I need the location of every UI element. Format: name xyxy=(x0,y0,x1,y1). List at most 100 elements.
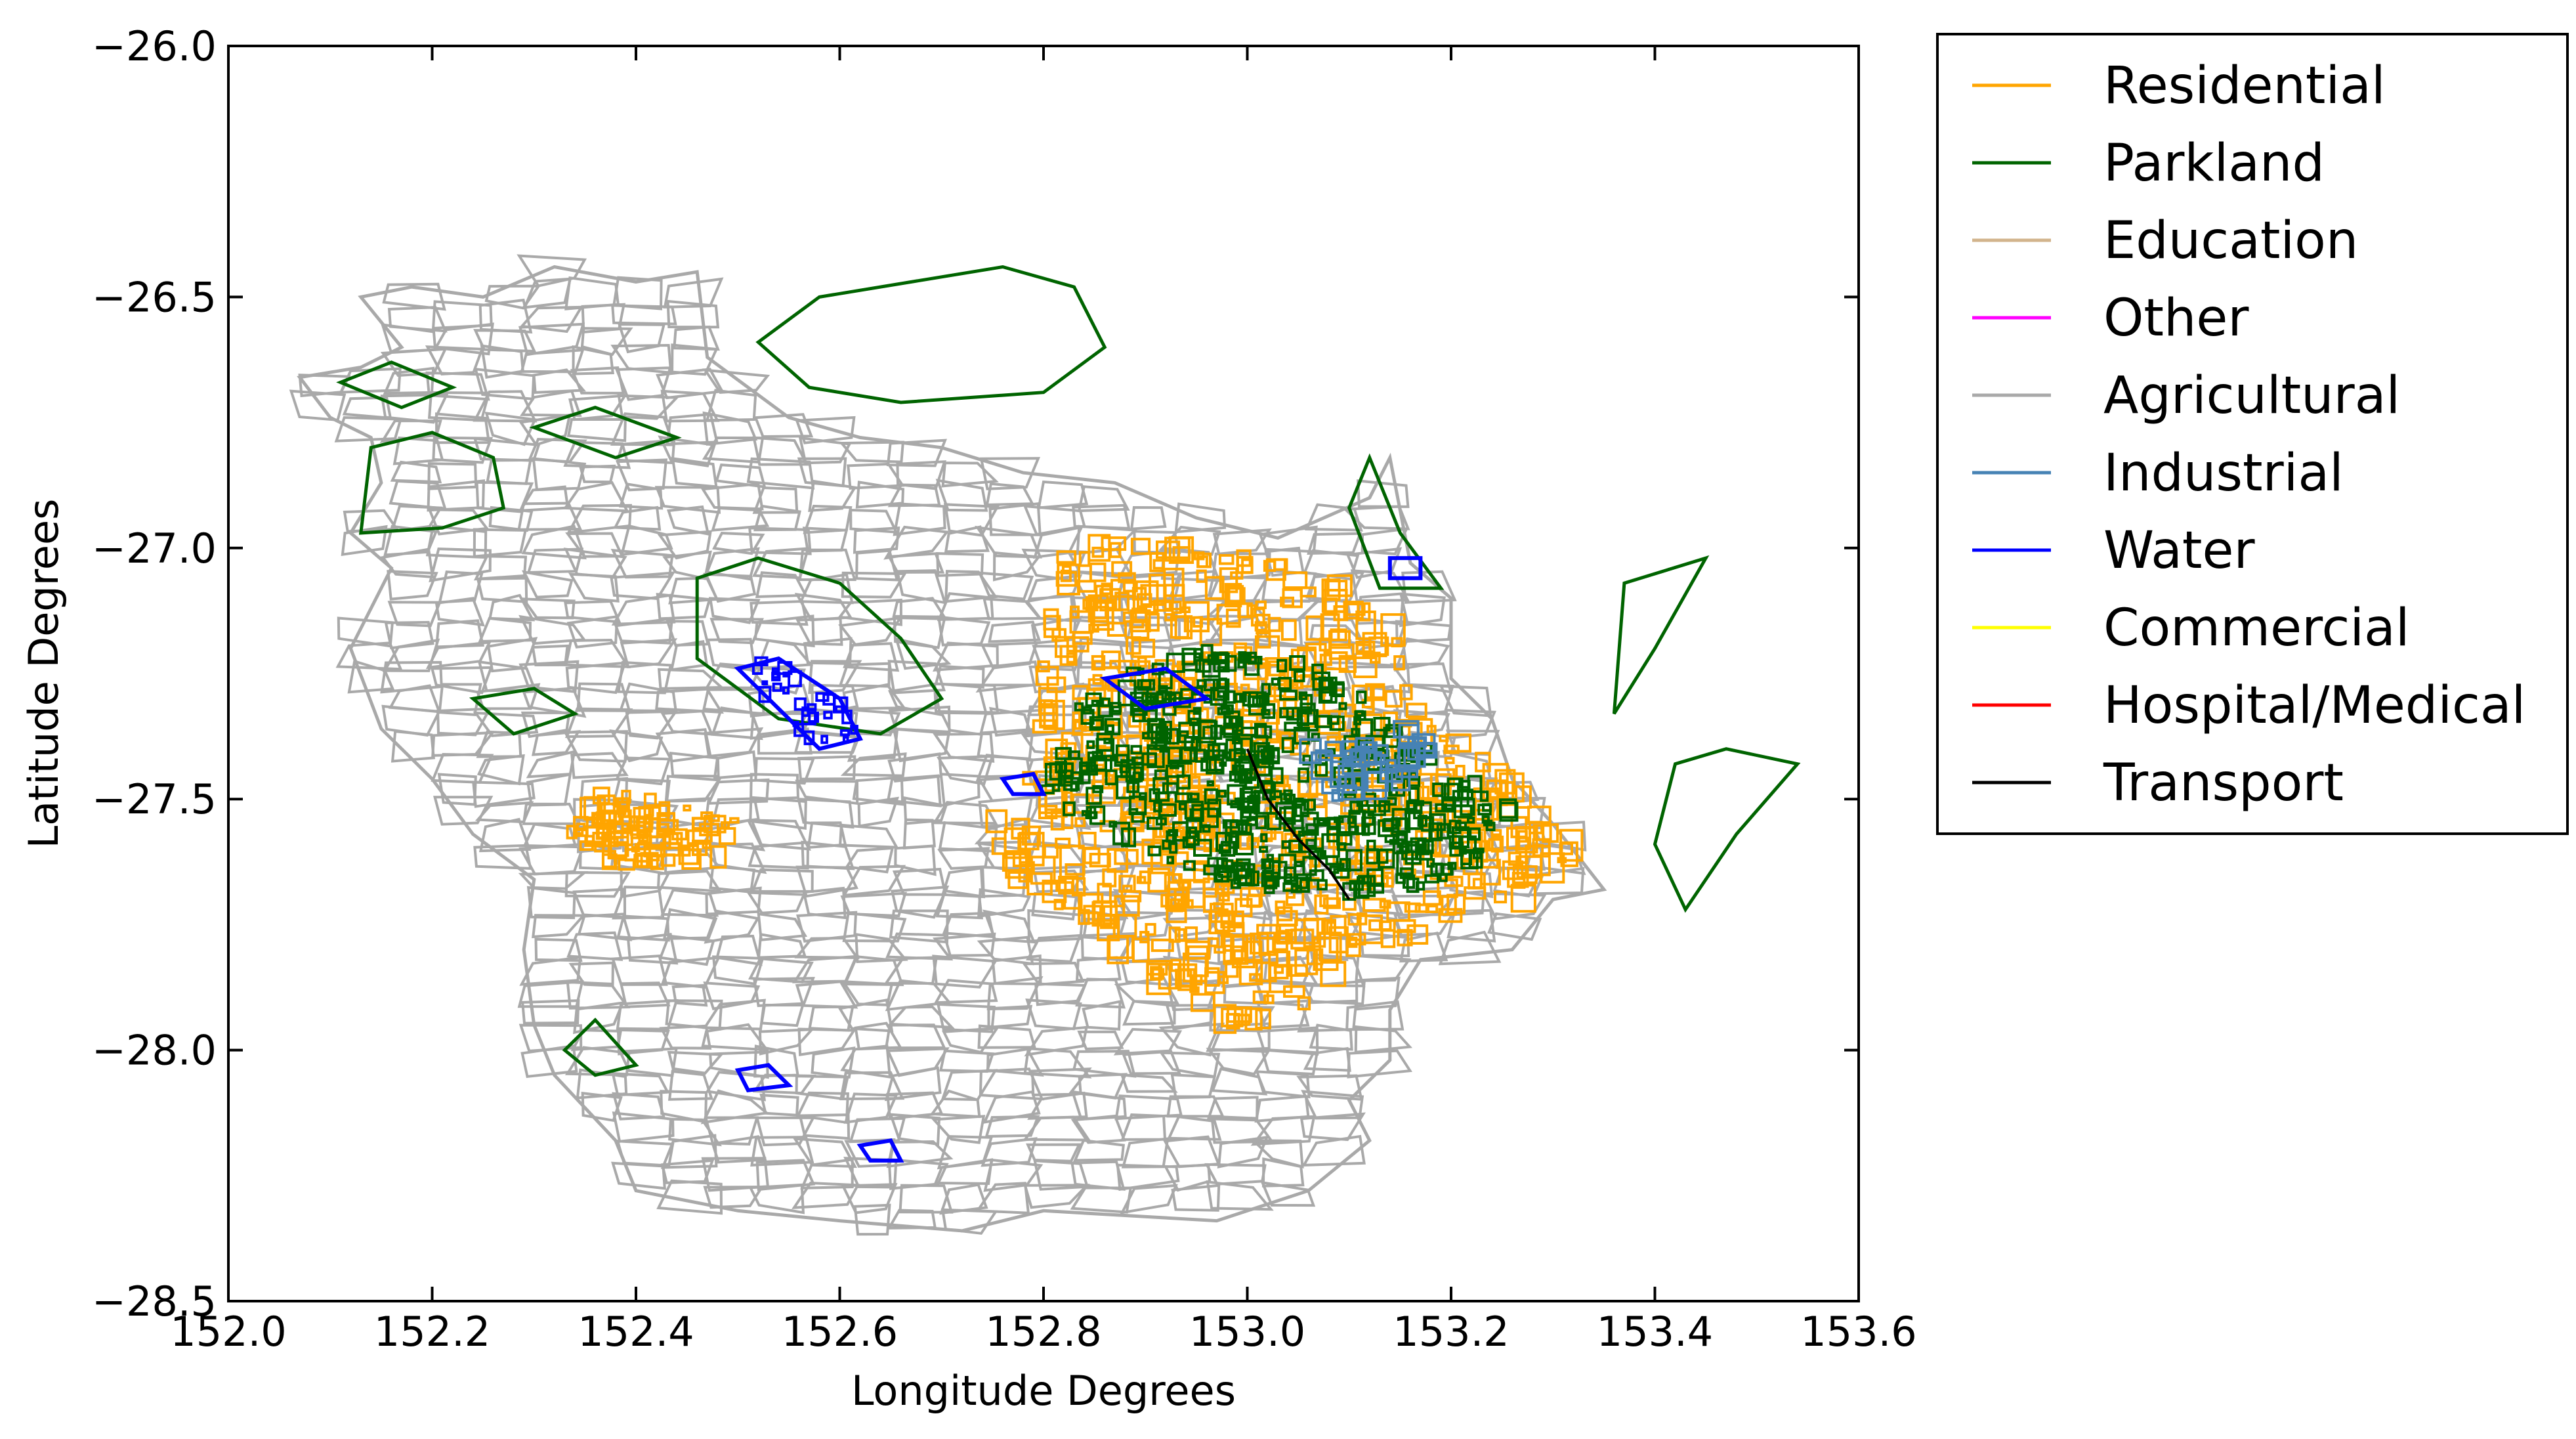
agricultural-parcel xyxy=(614,756,671,786)
legend-entry-label: Agricultural xyxy=(2103,366,2400,425)
water-parcel xyxy=(751,663,763,676)
parkland-parcel xyxy=(1499,798,1517,819)
industrial-parcel xyxy=(1373,754,1386,765)
residential-parcel xyxy=(1145,923,1156,936)
parkland-parcel xyxy=(1299,878,1311,893)
agricultural-parcel xyxy=(476,754,525,786)
residential-parcel xyxy=(683,804,692,812)
agricultural-parcel xyxy=(611,954,668,986)
agricultural-outline xyxy=(297,265,1607,1233)
parkland-parcel xyxy=(1217,666,1226,672)
agricultural-parcel xyxy=(705,547,760,581)
y-tick-label: −28.5 xyxy=(92,1278,217,1325)
parkland-parcel xyxy=(1233,868,1253,885)
residential-parcel xyxy=(1213,902,1223,910)
agricultural-parcel xyxy=(671,457,718,488)
residential-parcel xyxy=(1512,865,1538,884)
agricultural-parcel xyxy=(1077,1030,1124,1050)
parkland-parcel xyxy=(1055,746,1072,760)
water-region xyxy=(734,656,863,752)
agricultural-parcel xyxy=(811,1046,856,1079)
parkland-parcel xyxy=(1417,815,1428,827)
agricultural-parcel xyxy=(1070,1090,1127,1121)
parkland-parcel xyxy=(1179,730,1189,737)
residential-parcel xyxy=(1506,827,1532,850)
agricultural-parcel xyxy=(855,481,905,509)
agricultural-parcel xyxy=(1166,1095,1225,1118)
parkland-parcel xyxy=(1244,656,1260,676)
parkland-parcel xyxy=(1207,798,1221,818)
residential-parcel xyxy=(1136,876,1147,884)
x-tick-label: 153.0 xyxy=(1189,1308,1306,1356)
map-regions xyxy=(289,254,1801,1236)
agricultural-parcel xyxy=(750,868,814,893)
agricultural-parcel xyxy=(1174,502,1227,534)
parkland-parcel xyxy=(1185,831,1200,846)
agricultural-parcel xyxy=(1206,1180,1274,1211)
agricultural-parcel xyxy=(427,479,486,512)
water-parcel xyxy=(823,710,833,720)
agricultural-parcel xyxy=(619,981,671,1008)
agricultural-parcel xyxy=(853,526,900,554)
agricultural-parcel xyxy=(520,597,576,620)
agricultural-parcel xyxy=(885,979,952,1012)
residential-parcel xyxy=(566,825,578,840)
agricultural-parcel xyxy=(289,389,347,422)
agricultural-parcel xyxy=(975,660,1040,693)
industrial-parcel xyxy=(1393,720,1420,739)
agricultural-parcel xyxy=(478,298,533,334)
residential-parcel xyxy=(1330,914,1347,937)
agricultural-parcel xyxy=(388,684,441,714)
parkland-parcel xyxy=(1413,801,1432,819)
agricultural-parcel xyxy=(437,773,477,806)
agricultural-parcel xyxy=(612,276,663,311)
residential-parcel xyxy=(597,794,616,813)
agricultural-parcel xyxy=(1401,570,1457,604)
agricultural-parcel xyxy=(890,885,950,919)
agricultural-parcel xyxy=(989,706,1032,737)
residential-parcel xyxy=(1196,569,1207,583)
residential-parcel xyxy=(1319,653,1332,666)
y-tick-label: −27.0 xyxy=(92,525,217,572)
agricultural-parcel xyxy=(669,640,709,672)
water-parcel xyxy=(815,692,830,702)
agricultural-parcel xyxy=(576,1068,628,1100)
industrial-parcel xyxy=(1355,737,1375,748)
agricultural-parcel xyxy=(705,886,762,916)
agricultural-parcel xyxy=(1345,1000,1404,1031)
residential-parcel xyxy=(1328,643,1355,660)
agricultural-parcel xyxy=(702,368,771,394)
agricultural-parcel xyxy=(1260,1180,1316,1207)
residential-parcel xyxy=(985,809,1008,834)
residential-parcel xyxy=(1171,601,1182,614)
agricultural-parcel xyxy=(808,660,862,695)
parkland-region xyxy=(469,687,579,736)
parkland-region xyxy=(529,406,682,460)
agricultural-parcel xyxy=(1026,1143,1082,1163)
parkland-parcel xyxy=(1137,679,1156,691)
parkland-parcel xyxy=(1255,815,1267,830)
residential-parcel xyxy=(1212,812,1235,838)
residential-parcel xyxy=(1439,735,1449,742)
residential-parcel xyxy=(1061,565,1072,575)
parkland-parcel xyxy=(1086,761,1096,773)
parkland-parcel xyxy=(1284,721,1301,732)
agricultural-parcel xyxy=(837,998,894,1033)
parkland-parcel xyxy=(1432,783,1444,798)
agricultural-parcel xyxy=(757,912,808,941)
agricultural-parcel xyxy=(383,366,435,395)
water-region xyxy=(1099,666,1212,711)
x-tick-label: 152.4 xyxy=(578,1308,694,1356)
residential-parcel xyxy=(637,815,653,833)
water-parcel xyxy=(761,680,769,686)
agricultural-parcel xyxy=(843,642,900,672)
water-parcel xyxy=(792,721,799,727)
parkland-parcel xyxy=(1106,724,1114,733)
agricultural-parcel xyxy=(1073,1138,1125,1162)
agricultural-parcel xyxy=(1439,685,1492,718)
agricultural-parcel xyxy=(1209,1005,1275,1033)
residential-parcel xyxy=(1323,651,1348,670)
residential-parcel xyxy=(1114,895,1124,908)
agricultural-parcel xyxy=(1206,1048,1271,1076)
parkland-parcel xyxy=(1120,759,1136,779)
